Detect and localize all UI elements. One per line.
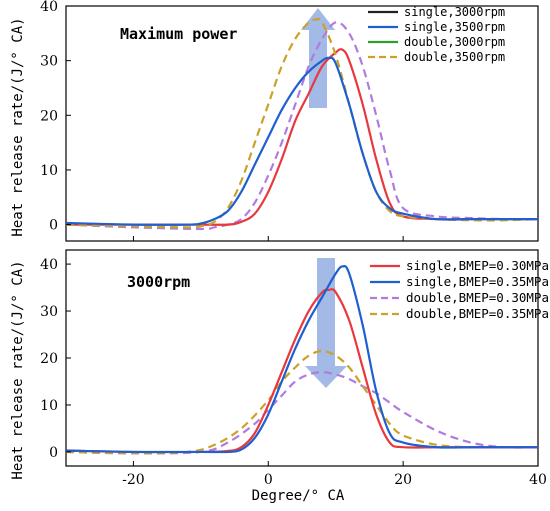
series-line	[66, 48, 538, 226]
series-line	[66, 56, 538, 226]
series-line	[66, 17, 538, 229]
legend-label: single,BMEP=0.30MPa	[406, 258, 549, 273]
series-line	[66, 349, 538, 455]
y-tick-label: 20	[40, 108, 58, 124]
bottom-plot-area	[66, 258, 538, 455]
x-tick-label: -20	[122, 472, 145, 488]
series-line	[66, 21, 538, 231]
legend-label: double,BMEP=0.35MPa	[406, 306, 549, 321]
y-tick-label: 40	[40, 0, 58, 15]
x-tick-label: 40	[529, 472, 547, 488]
legend-label: double,3000rpm	[404, 35, 505, 49]
y-tick-label: 10	[40, 163, 58, 179]
bottom-y-axis-label: Heat release rate/(J/° CA)	[10, 260, 26, 479]
y-tick-label: 30	[40, 304, 58, 320]
top-y-axis-label: Heat release rate/(J/° CA)	[10, 17, 26, 236]
top-axis-ticks: 0 10 20 30 40	[40, 0, 539, 241]
top-plot-area	[66, 8, 538, 231]
legend-label: double,3500rpm	[404, 50, 505, 64]
y-tick-label: 20	[40, 351, 58, 367]
y-tick-label: 40	[40, 257, 58, 273]
bottom-axis-ticks: 0 10 20 30 40 -20 0 20 40	[40, 257, 547, 488]
top-panel-frame	[65, 5, 539, 242]
legend-label: single,3500rpm	[404, 20, 505, 34]
legend-label: single,BMEP=0.35MPa	[406, 274, 549, 289]
y-tick-label: 0	[49, 218, 58, 234]
series-line	[66, 264, 538, 454]
legend-label: double,BMEP=0.30MPa	[406, 290, 549, 305]
y-tick-label: 0	[49, 445, 58, 461]
bottom-panel-title: 3000rpm	[127, 273, 190, 291]
legend-label: single,3000rpm	[404, 5, 505, 19]
top-panel-title: Maximum power	[120, 25, 237, 43]
series-line	[66, 370, 538, 455]
y-tick-label: 30	[40, 54, 58, 70]
x-tick-label: 0	[264, 472, 273, 488]
y-tick-label: 10	[40, 398, 58, 414]
x-axis-label: Degree/° CA	[252, 488, 345, 504]
annotation-arrow	[305, 258, 347, 388]
x-tick-label: 20	[394, 472, 412, 488]
bottom-legend: single,BMEP=0.30MPasingle,BMEP=0.35MPado…	[370, 258, 549, 321]
top-legend: single,3000rpmsingle,3500rpmdouble,3000r…	[368, 5, 505, 64]
